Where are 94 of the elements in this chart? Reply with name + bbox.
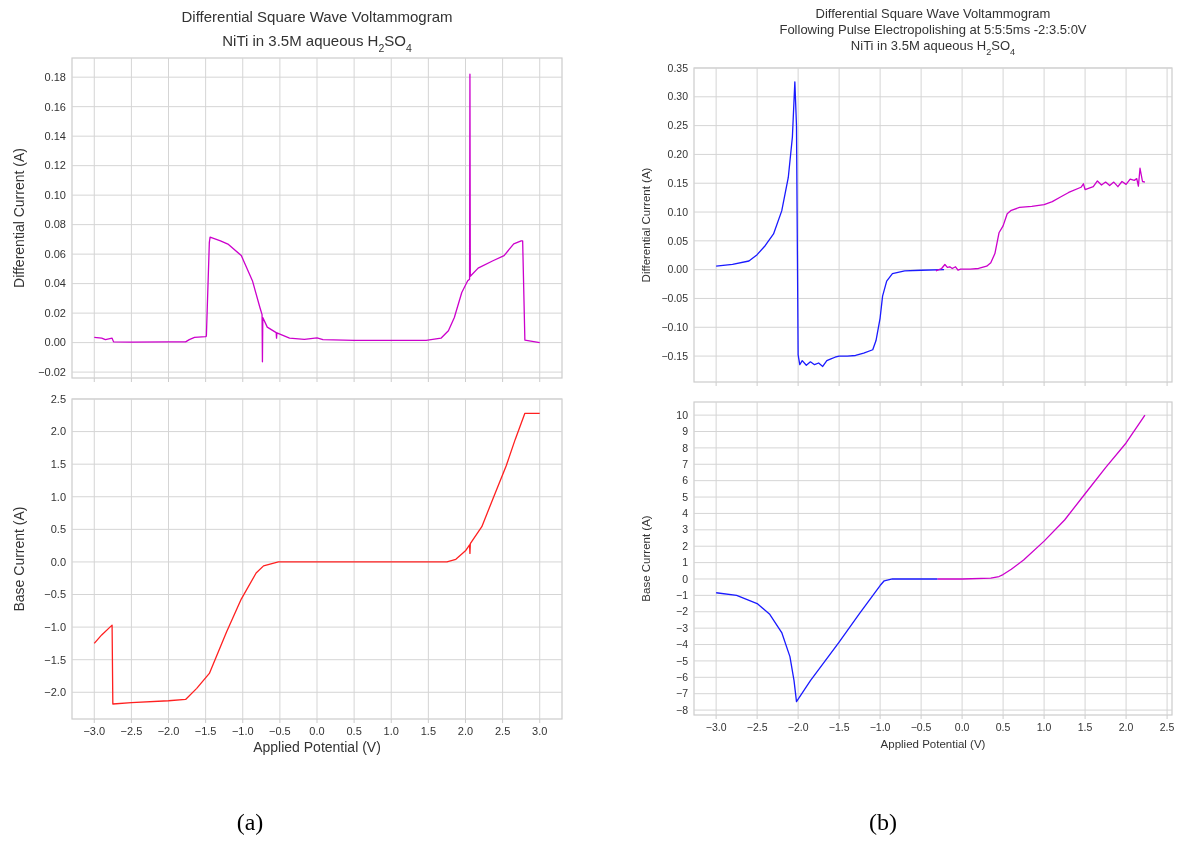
x-axis-title: Applied Potential (V) [880,738,986,750]
y-tick-label: 0.16 [44,100,66,113]
x-tick-label: −3.0 [705,721,727,733]
y-tick-label: 0.15 [667,176,689,189]
y-tick-label: 10 [676,408,689,421]
y-tick-label: 3 [682,523,689,536]
y-tick-label: 2.5 [50,392,66,405]
x-tick-label: −1.5 [194,725,217,737]
y-tick-label: −7 [676,687,689,700]
line-series [936,414,1146,580]
y-tick-label: 4 [682,507,689,520]
y-tick-label: −8 [676,703,689,716]
y-tick-label: −0.05 [661,292,689,305]
y-tick-label: 5 [682,490,689,503]
y-tick-label: −6 [676,670,689,683]
y-tick-label: 0.02 [44,306,66,319]
x-tick-label: 2.5 [1159,721,1175,733]
y-tick-label: 0.35 [667,61,689,74]
x-tick-label: 0.5 [346,725,362,737]
text: (a) [236,809,264,835]
y-tick-label: 0.14 [44,130,66,143]
x-tick-label: 0.0 [954,721,970,733]
line-series [935,167,1146,272]
x-tick-label: 0.5 [995,721,1011,733]
y-axis-title: Differential Current (A) [11,148,27,288]
y-tick-label: 0.04 [44,277,66,290]
y-tick-label: −2.0 [44,686,66,699]
x-tick-label: −0.5 [910,721,932,733]
x-tick-label: −1.0 [869,721,891,733]
x-tick-label: −2.5 [120,725,143,737]
x-tick-label: 0.0 [309,725,325,737]
x-tick-label: 3.0 [532,725,548,737]
y-tick-label: 0.25 [667,119,689,132]
y-tick-label: 1 [682,556,689,569]
x-tick-label: 2.0 [457,725,474,737]
y-tick-label: 0.18 [44,71,66,84]
y-tick-label: 0 [682,572,689,585]
y-tick-label: −2 [676,605,689,618]
y-tick-label: 0.30 [667,90,689,103]
y-tick-label: 0.5 [50,523,66,536]
y-tick-label: 0.08 [44,218,66,231]
y-tick-label: −0.02 [38,365,66,378]
y-tick-label: 2.0 [50,425,66,438]
y-tick-label: −1.0 [44,620,66,633]
y-tick-label: −1.5 [44,653,66,666]
y-tick-label: 0.00 [667,263,689,276]
y-tick-label: −3 [676,621,689,634]
x-tick-label: 1.0 [1036,721,1052,733]
x-tick-label: 2.0 [1118,721,1134,733]
chart-title: Differential Square Wave Voltammogram [181,8,453,25]
y-tick-label: −0.15 [661,349,689,362]
x-tick-label: 2.5 [494,725,511,737]
chart-subtitle: Following Pulse Electropolishing at 5:5:5ms -2:3.5:0V NiTi in 3.5M aqueous H$_{2}$SO$_{4}$ [779,22,1087,57]
y-tick-label: 0.06 [44,247,66,260]
y-tick-label: 0.0 [50,555,66,568]
y-tick-label: −1 [676,589,689,602]
line-series [93,412,541,705]
x-tick-label: −1.0 [231,725,254,737]
y-tick-label: 9 [682,425,689,438]
y-tick-label: 0.12 [44,159,66,172]
chart-title: Differential Square Wave Voltammogram [815,6,1051,21]
x-tick-label: −0.5 [269,725,291,737]
y-tick-label: 8 [682,441,689,454]
x-tick-label: 1.5 [1077,721,1093,733]
x-tick-label: −2.0 [157,725,180,737]
y-tick-label: 6 [682,474,689,487]
y-axis-title: Differential Current (A) [640,167,652,283]
y-axis-title: Base Current (A) [640,515,652,602]
y-tick-label: −4 [676,638,689,651]
x-tick-label: −2.5 [746,721,768,733]
line-series [715,578,939,703]
y-tick-label: −5 [676,654,689,667]
y-tick-label: 0.10 [44,188,66,201]
y-tick-label: −0.10 [661,320,689,333]
x-tick-label: −1.5 [828,721,850,733]
y-tick-label: −0.5 [44,588,66,601]
y-tick-label: 1.0 [50,490,66,503]
y-tick-label: 0.05 [667,234,689,247]
y-tick-label: 0.10 [667,205,689,218]
line-series [93,73,541,363]
y-tick-label: 2 [682,539,689,552]
text: (b) [869,809,897,835]
x-tick-label: 1.0 [383,725,399,737]
x-tick-label: 1.5 [420,725,437,737]
x-axis-title: Applied Potential (V) [253,739,381,755]
y-tick-label: 0.20 [667,148,689,161]
y-tick-label: 0.00 [44,336,66,349]
y-axis-title: Base Current (A) [11,506,27,612]
x-tick-label: −2.0 [787,721,809,733]
line-series [715,81,945,368]
y-tick-label: 1.5 [50,458,66,471]
chart-subtitle: NiTi in 3.5M aqueous H$_{2}$SO$_{4}$ [222,32,412,54]
x-tick-label: −3.0 [83,725,106,737]
y-tick-label: 7 [682,457,689,470]
